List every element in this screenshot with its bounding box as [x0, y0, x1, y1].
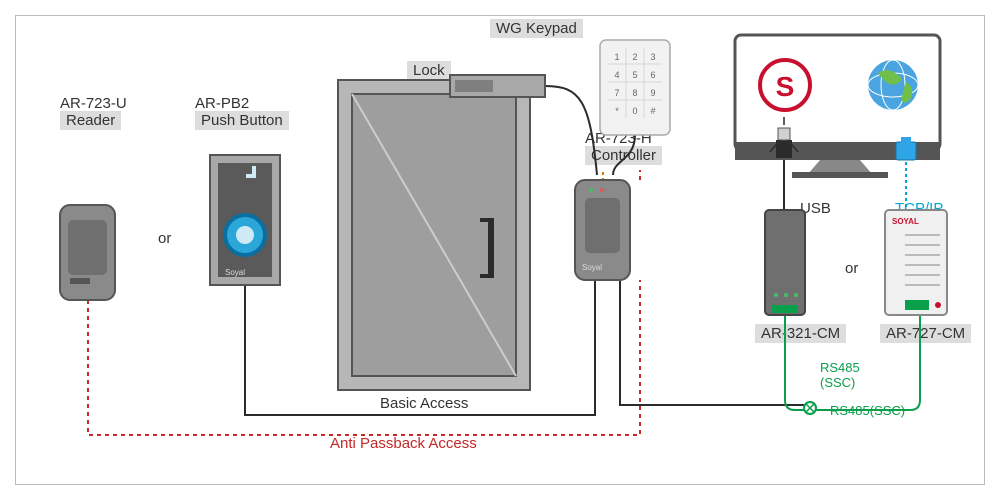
svg-text:0: 0: [632, 106, 637, 116]
svg-text:3: 3: [650, 52, 655, 62]
ar727-icon: SOYAL: [885, 210, 947, 315]
keypad-icon: 1 2 3 4 5 6 7 8 9 * 0 #: [600, 40, 670, 135]
svg-text:S: S: [776, 71, 795, 102]
pushbutton-icon: Soyal: [210, 155, 280, 285]
svg-text:Soyal: Soyal: [582, 263, 602, 272]
lock-icon: [450, 75, 545, 97]
diagram-canvas: Soyal 1 2 3 4 5 6 7 8 9 * 0 # Soyal: [0, 0, 1000, 500]
svg-text:Soyal: Soyal: [225, 268, 245, 277]
svg-text:7: 7: [614, 88, 619, 98]
svg-text:SOYAL: SOYAL: [892, 217, 919, 226]
svg-text:2: 2: [632, 52, 637, 62]
reader-icon: [60, 205, 115, 300]
controller-icon: Soyal: [575, 180, 630, 280]
svg-text:#: #: [650, 106, 655, 116]
door-icon: [338, 80, 530, 390]
svg-text:1: 1: [614, 52, 619, 62]
svg-text:9: 9: [650, 88, 655, 98]
svg-text:4: 4: [614, 70, 619, 80]
ar321-icon: [765, 210, 805, 315]
svg-text:*: *: [615, 106, 619, 116]
svg-text:6: 6: [650, 70, 655, 80]
svg-text:8: 8: [632, 88, 637, 98]
svg-text:5: 5: [632, 70, 637, 80]
